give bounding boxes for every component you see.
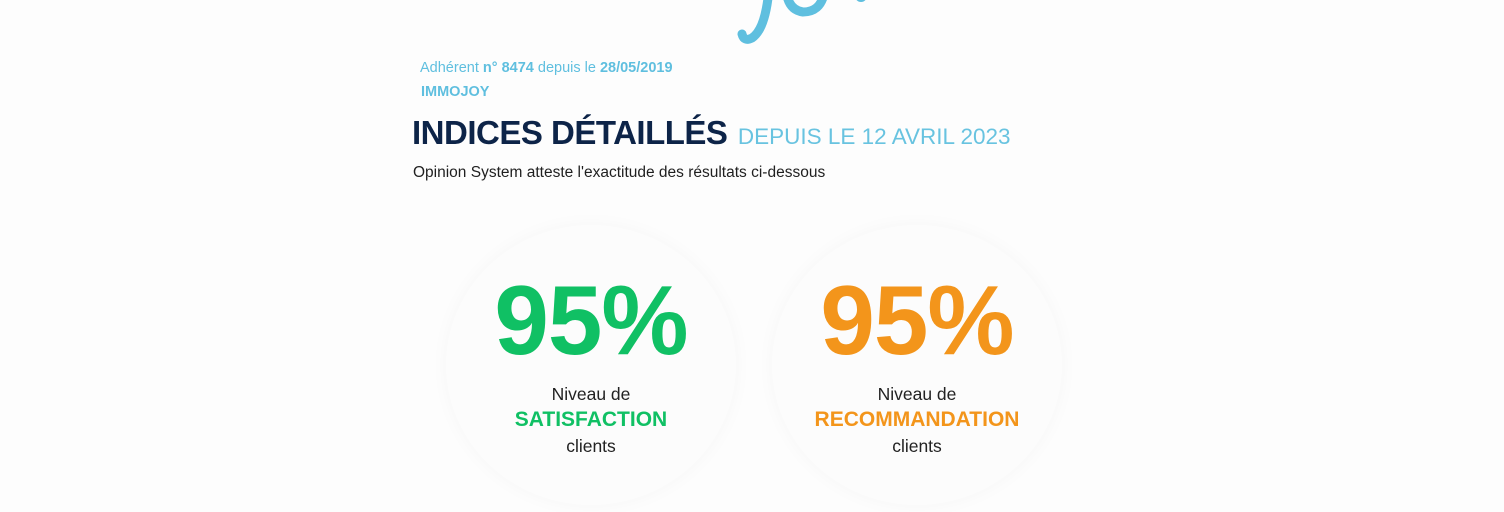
member-label: Adhérent — [420, 60, 479, 76]
recommendation-score-card: 95% Niveau de RECOMMANDATION clients — [772, 225, 1062, 505]
member-info: Adhérent n° 8474 depuis le 28/05/2019 — [420, 60, 673, 76]
satisfaction-label-line3: clients — [566, 436, 616, 456]
section-subtitle: DEPUIS LE 12 AVRIL 2023 — [737, 124, 1011, 149]
section-title: INDICES DÉTAILLÉS — [412, 114, 728, 151]
logo-fragment-icon — [737, 0, 866, 44]
recommendation-keyword: RECOMMANDATION — [814, 408, 1020, 431]
recommendation-percentage: 95% — [820, 265, 1014, 375]
company-name: IMMOJOY — [421, 84, 490, 100]
section-heading: INDICES DÉTAILLÉS DEPUIS LE 12 AVRIL 202… — [412, 114, 1011, 152]
satisfaction-percentage: 95% — [494, 265, 688, 375]
member-number: n° 8474 — [482, 60, 534, 76]
satisfaction-score-card: 95% Niveau de SATISFACTION clients — [446, 225, 736, 505]
recommendation-label-line3: clients — [892, 436, 942, 456]
recommendation-label: Niveau de RECOMMANDATION clients — [772, 381, 1062, 459]
satisfaction-keyword: SATISFACTION — [514, 408, 668, 431]
since-label: depuis le — [537, 60, 596, 76]
recommendation-label-line1: Niveau de — [877, 384, 957, 404]
satisfaction-label: Niveau de SATISFACTION clients — [446, 381, 736, 459]
attestation-text: Opinion System atteste l'exactitude des … — [413, 164, 826, 181]
satisfaction-label-line1: Niveau de — [551, 384, 631, 404]
member-date: 28/05/2019 — [599, 60, 673, 76]
